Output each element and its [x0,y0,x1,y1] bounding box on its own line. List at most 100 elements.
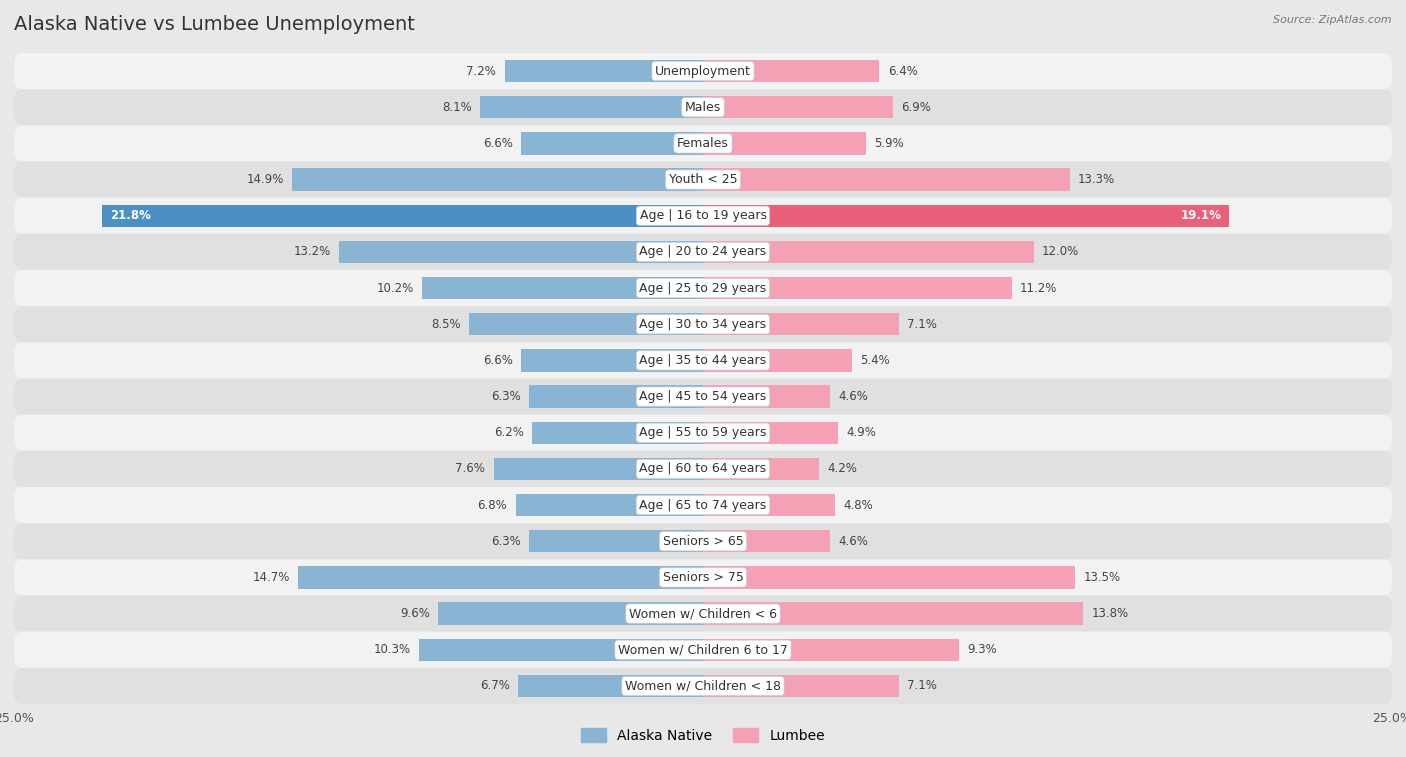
Bar [703,313,898,335]
Text: Age | 35 to 44 years: Age | 35 to 44 years [640,354,766,367]
Text: Unemployment: Unemployment [655,64,751,77]
Bar [439,603,703,625]
Bar [522,132,703,154]
Bar [531,422,703,444]
Bar [519,674,703,697]
Text: Age | 60 to 64 years: Age | 60 to 64 years [640,463,766,475]
Text: Alaska Native vs Lumbee Unemployment: Alaska Native vs Lumbee Unemployment [14,15,415,34]
Text: 12.0%: 12.0% [1042,245,1080,258]
Text: 6.6%: 6.6% [484,137,513,150]
FancyBboxPatch shape [14,89,1392,126]
Bar [468,313,703,335]
Bar [703,385,830,408]
Bar [703,566,1076,589]
Bar [298,566,703,589]
FancyBboxPatch shape [14,451,1392,487]
Text: 7.1%: 7.1% [907,680,936,693]
Text: 14.7%: 14.7% [252,571,290,584]
Text: Age | 25 to 29 years: Age | 25 to 29 years [640,282,766,294]
Bar [505,60,703,83]
Text: 8.1%: 8.1% [441,101,471,114]
Text: 5.4%: 5.4% [860,354,890,367]
FancyBboxPatch shape [14,631,1392,668]
Text: Age | 65 to 74 years: Age | 65 to 74 years [640,499,766,512]
Text: 6.3%: 6.3% [491,534,522,548]
Bar [703,458,818,480]
Text: 6.7%: 6.7% [481,680,510,693]
Text: Females: Females [678,137,728,150]
Text: Seniors > 75: Seniors > 75 [662,571,744,584]
Bar [479,96,703,118]
Text: 8.5%: 8.5% [430,318,461,331]
Text: 4.9%: 4.9% [846,426,876,439]
FancyBboxPatch shape [14,234,1392,270]
Text: 11.2%: 11.2% [1019,282,1057,294]
FancyBboxPatch shape [14,415,1392,451]
FancyBboxPatch shape [14,270,1392,306]
Text: 6.2%: 6.2% [494,426,524,439]
Bar [530,530,703,553]
Text: 6.4%: 6.4% [887,64,918,77]
Text: 5.9%: 5.9% [875,137,904,150]
Text: 6.3%: 6.3% [491,390,522,403]
Text: 13.5%: 13.5% [1083,571,1121,584]
Bar [703,494,835,516]
FancyBboxPatch shape [14,306,1392,342]
Text: Youth < 25: Youth < 25 [669,173,737,186]
Text: Age | 45 to 54 years: Age | 45 to 54 years [640,390,766,403]
Text: Age | 16 to 19 years: Age | 16 to 19 years [640,209,766,223]
Text: 13.3%: 13.3% [1078,173,1115,186]
Text: 7.2%: 7.2% [467,64,496,77]
Text: 4.6%: 4.6% [838,390,868,403]
Text: Women w/ Children 6 to 17: Women w/ Children 6 to 17 [619,643,787,656]
Bar [494,458,703,480]
Text: Age | 20 to 24 years: Age | 20 to 24 years [640,245,766,258]
Text: 13.2%: 13.2% [294,245,330,258]
FancyBboxPatch shape [14,596,1392,631]
Text: Males: Males [685,101,721,114]
Text: 13.8%: 13.8% [1091,607,1129,620]
Text: Seniors > 65: Seniors > 65 [662,534,744,548]
Bar [703,349,852,372]
Text: 7.6%: 7.6% [456,463,485,475]
Bar [703,277,1012,299]
Text: 4.6%: 4.6% [838,534,868,548]
Text: Age | 55 to 59 years: Age | 55 to 59 years [640,426,766,439]
Text: 21.8%: 21.8% [111,209,152,223]
Text: Women w/ Children < 6: Women w/ Children < 6 [628,607,778,620]
Text: 6.9%: 6.9% [901,101,931,114]
Bar [292,168,703,191]
Bar [703,168,1070,191]
Text: 6.8%: 6.8% [478,499,508,512]
FancyBboxPatch shape [14,126,1392,161]
Bar [703,60,879,83]
Bar [703,422,838,444]
Text: 9.6%: 9.6% [401,607,430,620]
Bar [103,204,703,227]
Bar [703,530,830,553]
Text: 10.3%: 10.3% [374,643,411,656]
Text: 10.2%: 10.2% [377,282,413,294]
Bar [703,674,898,697]
Bar [703,132,866,154]
FancyBboxPatch shape [14,53,1392,89]
Bar [530,385,703,408]
Bar [703,639,959,661]
Bar [419,639,703,661]
Text: Women w/ Children < 18: Women w/ Children < 18 [626,680,780,693]
Bar [339,241,703,263]
Text: 19.1%: 19.1% [1180,209,1220,223]
FancyBboxPatch shape [14,378,1392,415]
Text: 6.6%: 6.6% [484,354,513,367]
Bar [516,494,703,516]
FancyBboxPatch shape [14,487,1392,523]
Text: 7.1%: 7.1% [907,318,936,331]
Legend: Alaska Native, Lumbee: Alaska Native, Lumbee [581,727,825,743]
Text: Source: ZipAtlas.com: Source: ZipAtlas.com [1274,15,1392,25]
Text: 14.9%: 14.9% [246,173,284,186]
Bar [703,241,1033,263]
FancyBboxPatch shape [14,559,1392,596]
Text: Age | 30 to 34 years: Age | 30 to 34 years [640,318,766,331]
Text: 4.8%: 4.8% [844,499,873,512]
Text: 4.2%: 4.2% [827,463,856,475]
